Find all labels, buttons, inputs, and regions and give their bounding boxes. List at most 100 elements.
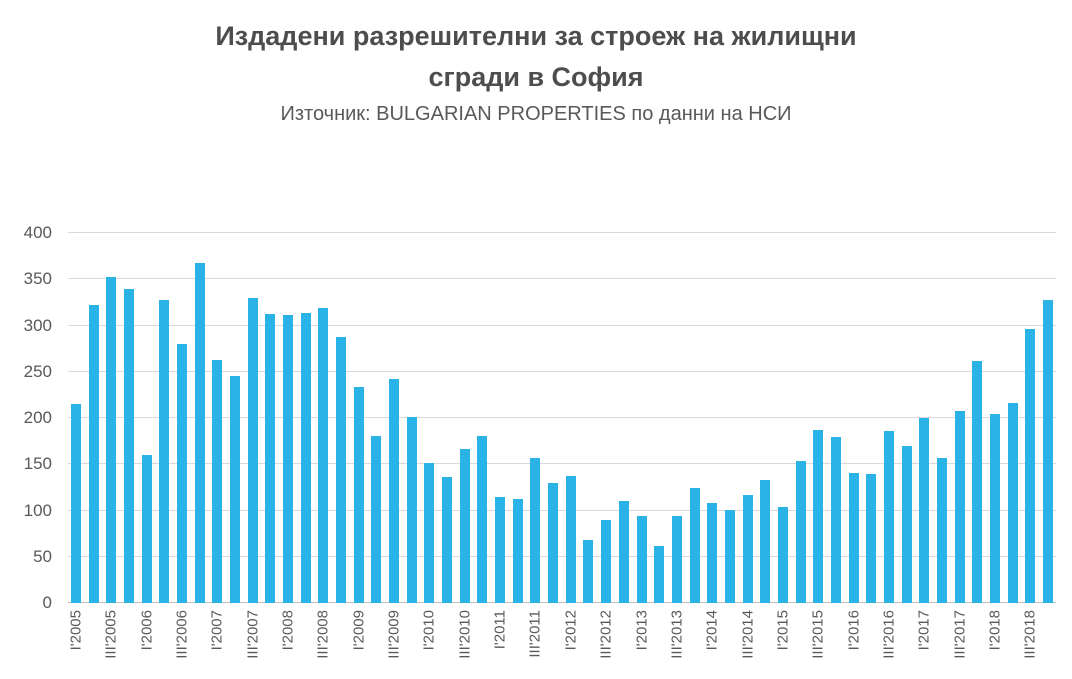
bar	[583, 540, 594, 603]
x-axis-label: I'2009	[351, 610, 368, 655]
chart-title: Издадени разрешителни за строеж на жилищ…	[0, 16, 1072, 97]
bar	[442, 477, 453, 603]
x-axis-label-text: III'2016	[880, 610, 898, 659]
bar	[671, 516, 682, 603]
y-axis-label: 100	[23, 500, 52, 520]
gridline	[68, 417, 1056, 418]
bar	[989, 414, 1000, 603]
bar	[512, 499, 523, 603]
x-axis-label: III'2007	[245, 610, 262, 664]
x-axis-label: I'2005	[68, 610, 85, 655]
bars-layer	[68, 233, 1056, 603]
x-axis-label: III'2006	[174, 610, 191, 664]
x-axis-label: III'2013	[669, 610, 686, 664]
bar	[919, 418, 930, 603]
x-axis-label-text: I'2014	[703, 610, 721, 651]
bar	[707, 503, 718, 603]
x-axis-label-text: III'2007	[244, 610, 262, 659]
gridline	[68, 509, 1056, 511]
bar	[159, 299, 170, 603]
y-axis-label: 400	[23, 223, 52, 242]
bar	[936, 457, 947, 603]
y-axis: 0 50 100 150 200 250 300 350 400	[0, 223, 60, 612]
x-axis-label-text: III'2014	[739, 610, 757, 659]
bar	[141, 455, 152, 603]
x-axis-label-text: I'2008	[279, 610, 297, 651]
bar	[194, 262, 205, 603]
x-axis-label-text: I'2005	[67, 610, 85, 651]
y-axis-label: 250	[23, 361, 52, 381]
x-axis-label: I'2014	[704, 610, 721, 655]
x-axis-label: I'2010	[421, 610, 438, 655]
x-axis-label-text: I'2011	[491, 610, 509, 650]
bar	[689, 488, 700, 603]
x-axis-label: I'2018	[987, 610, 1004, 655]
bar	[636, 516, 647, 603]
bar	[300, 313, 311, 603]
gridline	[68, 555, 1056, 557]
bar	[406, 417, 417, 603]
bar	[548, 482, 559, 603]
x-axis-label: III'2005	[103, 610, 120, 664]
bar	[866, 473, 877, 603]
x-axis-label-text: I'2016	[845, 610, 863, 651]
chart-title-line1: Издадени разрешителни за строеж на жилищ…	[215, 21, 857, 51]
y-axis-label: 0	[42, 593, 52, 612]
x-axis: I'2005 III'2005 I'2006 III'2006 I'2007 III'20…	[68, 603, 1056, 679]
bar	[848, 472, 859, 603]
bar	[495, 496, 506, 603]
bar	[389, 379, 400, 603]
y-axis-label: 150	[23, 454, 52, 474]
bar	[1025, 329, 1036, 603]
chart-title-line2: сгради в София	[428, 61, 644, 92]
x-axis-label: I'2008	[280, 610, 297, 655]
plot-area: 0 50 100 150 200 250 300 350 400 I'2005 III'2005 I…	[24, 223, 1056, 659]
x-axis-label-text: III'2012	[597, 610, 615, 659]
bar	[318, 307, 329, 603]
bar	[477, 435, 488, 603]
bar	[371, 435, 382, 603]
x-axis-label: III'2008	[315, 610, 332, 664]
bar	[565, 476, 576, 603]
x-axis-label: I'2012	[563, 610, 580, 655]
bar	[247, 297, 258, 603]
bar	[813, 430, 824, 603]
bar	[177, 344, 188, 603]
chart-subtitle: Източник: BULGARIAN PROPERTIES по данни …	[280, 103, 792, 125]
gridline	[68, 324, 1056, 326]
y-axis-label: 50	[33, 546, 52, 566]
x-axis-label: III'2015	[810, 610, 827, 664]
bar	[106, 277, 117, 603]
bar	[724, 509, 735, 603]
x-axis-label-text: III'2008	[314, 610, 332, 659]
bar	[742, 494, 753, 603]
bar	[795, 460, 806, 603]
gridlines-layer	[68, 232, 1056, 603]
x-axis-label-text: III'2013	[668, 610, 686, 659]
bar	[654, 545, 665, 603]
bar	[424, 463, 435, 603]
x-axis-label: III'2016	[881, 610, 898, 664]
bar	[212, 359, 223, 603]
bar	[760, 479, 771, 603]
x-axis-label-text: I'2017	[915, 610, 933, 651]
x-axis-label-text: I'2007	[208, 610, 226, 651]
bar	[124, 288, 135, 603]
chart: Издадени разрешителни за строеж на жилищ…	[0, 16, 1072, 679]
bar	[901, 445, 912, 603]
bar	[530, 457, 541, 603]
bar	[353, 387, 364, 603]
x-axis-label: I'2011	[492, 610, 509, 654]
x-axis-label: III'2011	[527, 610, 544, 663]
x-axis-label: I'2016	[846, 610, 863, 655]
x-axis-label-text: III'2005	[102, 610, 120, 659]
y-axis-label: 200	[23, 408, 52, 427]
x-axis-label: III'2010	[457, 610, 474, 664]
x-axis-label-text: I'2012	[562, 610, 580, 651]
bar	[230, 376, 241, 603]
gridline	[68, 232, 1056, 233]
x-axis-label: III'2014	[740, 610, 757, 664]
x-axis-label-text: III'2018	[1021, 610, 1039, 659]
bar	[883, 430, 894, 603]
x-axis-label: III'2009	[386, 610, 403, 664]
